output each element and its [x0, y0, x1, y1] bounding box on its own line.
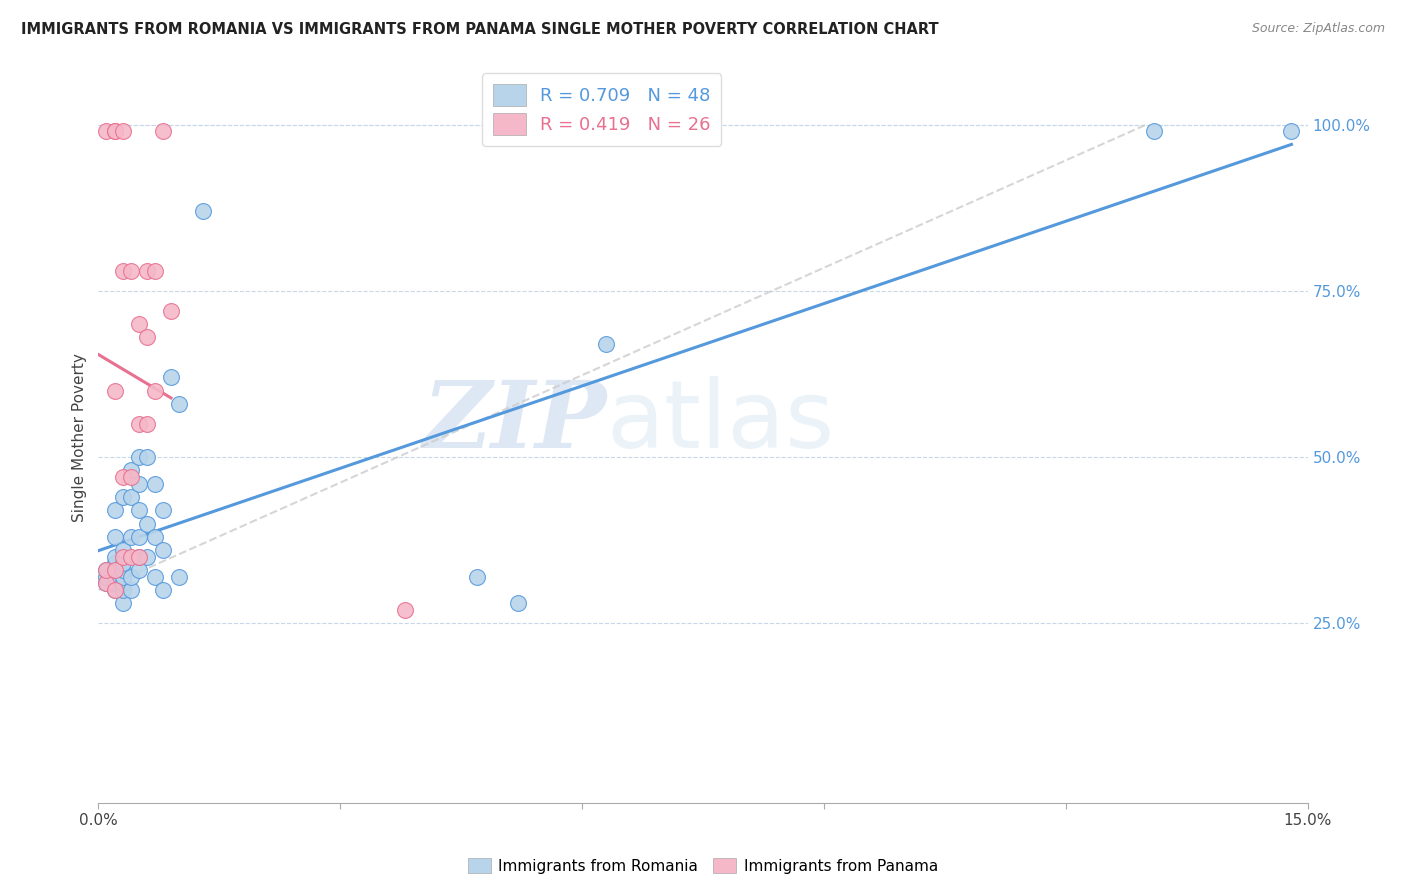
Point — [103, 563, 125, 577]
Point — [103, 124, 125, 138]
Point — [135, 516, 157, 531]
Point — [103, 582, 125, 597]
Point — [111, 563, 134, 577]
Point — [135, 549, 157, 564]
Point — [103, 384, 125, 398]
Point — [103, 124, 125, 138]
Point — [128, 476, 150, 491]
Point — [96, 563, 118, 577]
Legend: Immigrants from Romania, Immigrants from Panama: Immigrants from Romania, Immigrants from… — [461, 852, 945, 880]
Point — [120, 470, 142, 484]
Point — [128, 563, 150, 577]
Point — [160, 370, 183, 384]
Point — [143, 570, 166, 584]
Point — [103, 563, 125, 577]
Point — [128, 317, 150, 331]
Point — [1281, 124, 1303, 138]
Point — [143, 530, 166, 544]
Point — [193, 204, 215, 219]
Point — [152, 124, 174, 138]
Point — [465, 570, 488, 584]
Point — [143, 476, 166, 491]
Point — [152, 543, 174, 558]
Point — [111, 490, 134, 504]
Point — [96, 576, 118, 591]
Point — [120, 570, 142, 584]
Point — [160, 303, 183, 318]
Point — [103, 570, 125, 584]
Point — [111, 576, 134, 591]
Point — [128, 450, 150, 464]
Point — [128, 549, 150, 564]
Point — [120, 264, 142, 278]
Point — [111, 470, 134, 484]
Point — [96, 576, 118, 591]
Point — [152, 503, 174, 517]
Point — [103, 557, 125, 571]
Point — [96, 563, 118, 577]
Legend: R = 0.709   N = 48, R = 0.419   N = 26: R = 0.709 N = 48, R = 0.419 N = 26 — [482, 73, 721, 146]
Point — [96, 570, 118, 584]
Point — [595, 337, 617, 351]
Point — [111, 543, 134, 558]
Point — [111, 124, 134, 138]
Point — [111, 264, 134, 278]
Point — [111, 582, 134, 597]
Point — [111, 557, 134, 571]
Text: Source: ZipAtlas.com: Source: ZipAtlas.com — [1251, 22, 1385, 36]
Point — [135, 417, 157, 431]
Point — [120, 463, 142, 477]
Point — [128, 417, 150, 431]
Point — [111, 549, 134, 564]
Point — [103, 530, 125, 544]
Point — [152, 582, 174, 597]
Point — [96, 124, 118, 138]
Text: IMMIGRANTS FROM ROMANIA VS IMMIGRANTS FROM PANAMA SINGLE MOTHER POVERTY CORRELAT: IMMIGRANTS FROM ROMANIA VS IMMIGRANTS FR… — [21, 22, 939, 37]
Point — [103, 582, 125, 597]
Point — [111, 570, 134, 584]
Y-axis label: Single Mother Poverty: Single Mother Poverty — [72, 352, 87, 522]
Point — [167, 570, 190, 584]
Point — [120, 549, 142, 564]
Point — [135, 450, 157, 464]
Point — [143, 384, 166, 398]
Point — [120, 582, 142, 597]
Text: ZIP: ZIP — [422, 377, 606, 467]
Point — [143, 264, 166, 278]
Point — [128, 549, 150, 564]
Point — [103, 549, 125, 564]
Point — [103, 576, 125, 591]
Point — [120, 530, 142, 544]
Point — [394, 603, 416, 617]
Point — [128, 530, 150, 544]
Point — [111, 596, 134, 610]
Point — [120, 490, 142, 504]
Text: atlas: atlas — [606, 376, 835, 468]
Point — [103, 503, 125, 517]
Point — [128, 503, 150, 517]
Point — [167, 397, 190, 411]
Point — [135, 264, 157, 278]
Point — [1143, 124, 1166, 138]
Point — [135, 330, 157, 344]
Point — [506, 596, 529, 610]
